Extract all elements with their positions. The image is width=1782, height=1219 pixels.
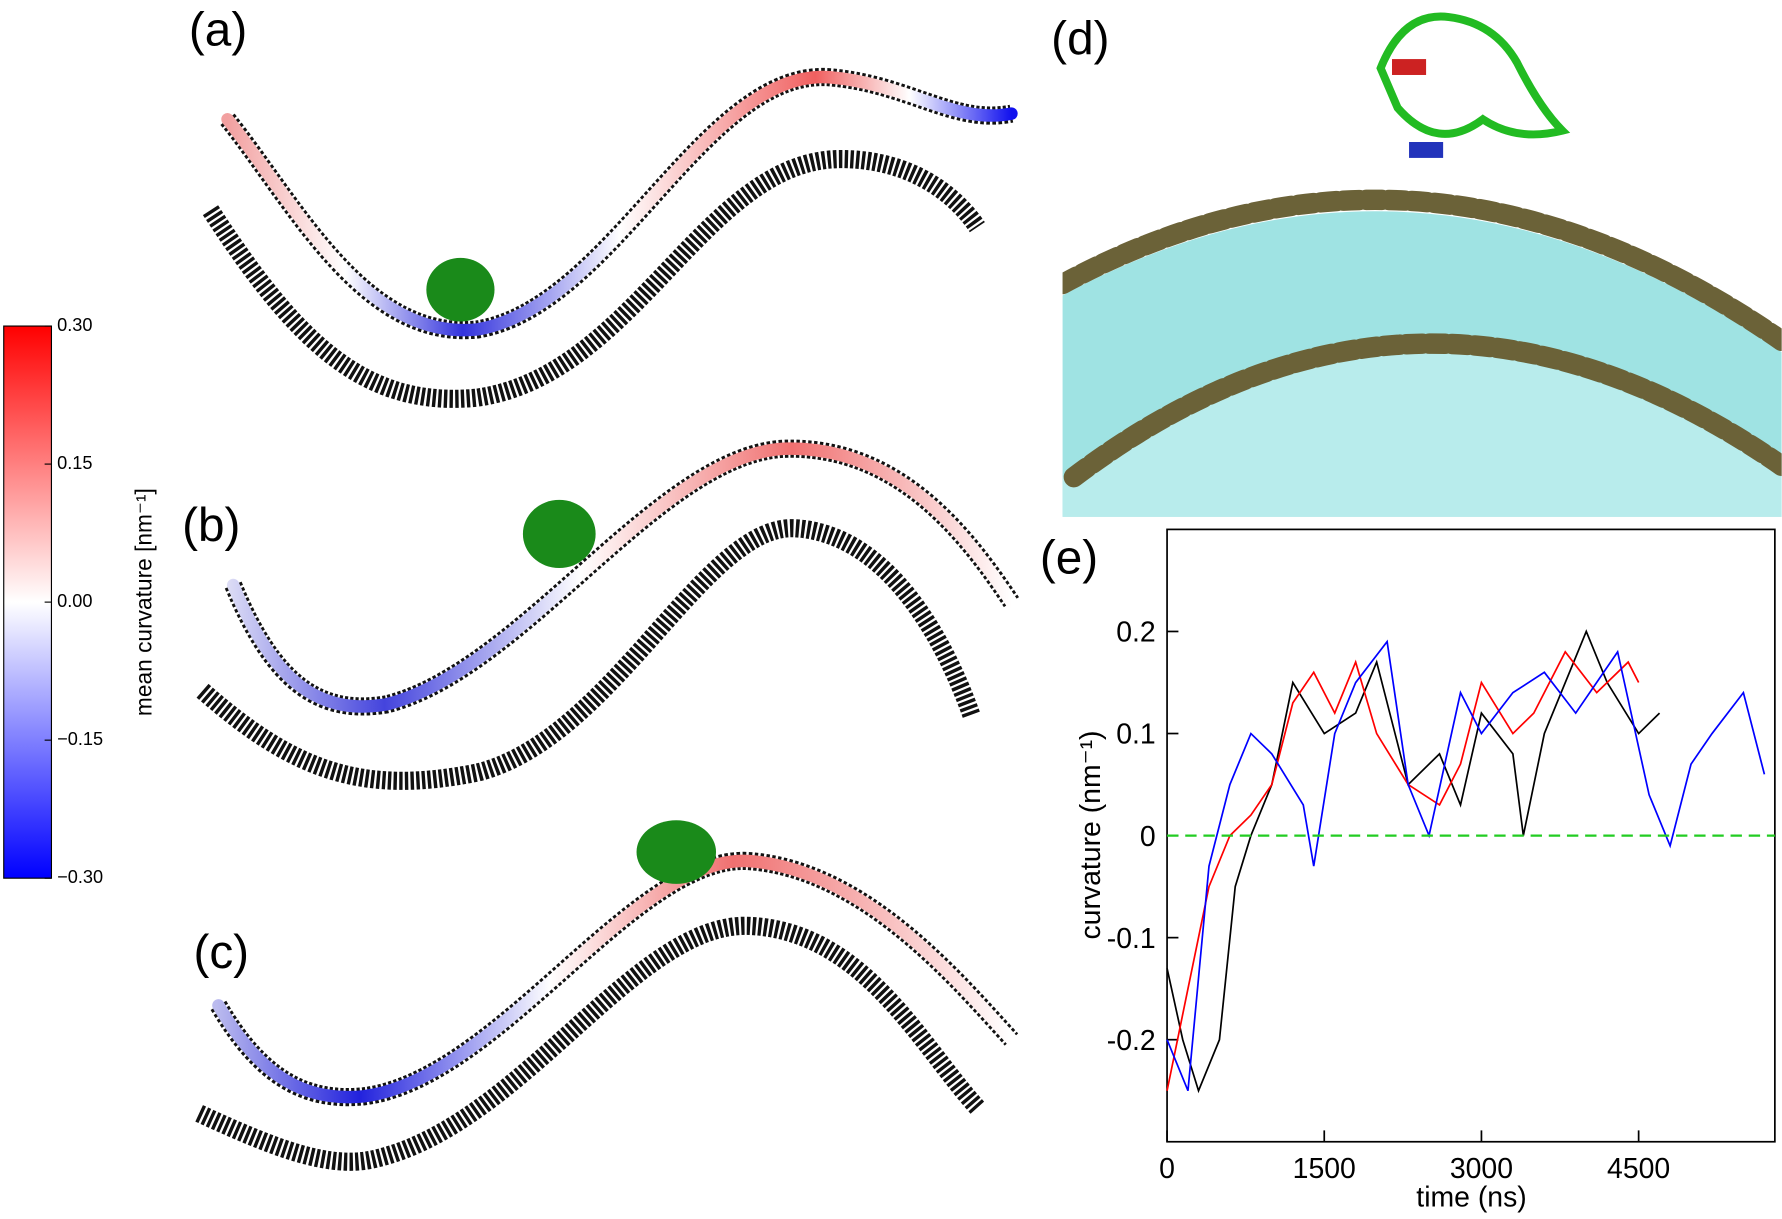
y-tick-label: 0.1 [1116, 719, 1155, 751]
membrane-render [1062, 12, 1782, 517]
y-tick-label: -0.2 [1107, 1025, 1156, 1057]
x-tick-label: 0 [1159, 1153, 1175, 1185]
colorbar [3, 325, 53, 879]
y-tick-label: 0 [1140, 821, 1156, 853]
colorbar-tick-label: −0.15 [57, 729, 103, 749]
colorbar-tick-label: 0.15 [57, 453, 92, 473]
y-tick-label: 0.2 [1116, 617, 1155, 649]
x-tick-label: 1500 [1293, 1153, 1356, 1185]
panel-label: (b) [182, 499, 240, 552]
panel-label: (d) [1051, 13, 1109, 66]
series-line [1166, 639, 1766, 1092]
colorbar-label: mean curvature [nm⁻¹] [131, 488, 157, 716]
x-tick-label: 4500 [1607, 1153, 1670, 1185]
x-axis-label: time (ns) [1416, 1182, 1526, 1214]
panel-label: (e) [1040, 532, 1098, 585]
series-line [1166, 629, 1661, 1094]
membrane-c [195, 820, 1019, 1171]
x-tick-label: 3000 [1450, 1153, 1513, 1185]
colorbar-tick-label: 0.30 [57, 315, 92, 335]
colorbar-tick-label: −0.30 [57, 867, 103, 887]
colorbar-tick-label: 0.00 [57, 591, 92, 611]
panel-label: (c) [193, 926, 249, 979]
y-axis-label: curvature (nm⁻¹) [1075, 730, 1107, 939]
y-tick-label: -0.1 [1107, 923, 1156, 955]
series-line [1166, 650, 1640, 1091]
panel-label: (a) [189, 3, 247, 56]
membrane-b [196, 439, 1019, 790]
membrane-a [202, 68, 1018, 408]
